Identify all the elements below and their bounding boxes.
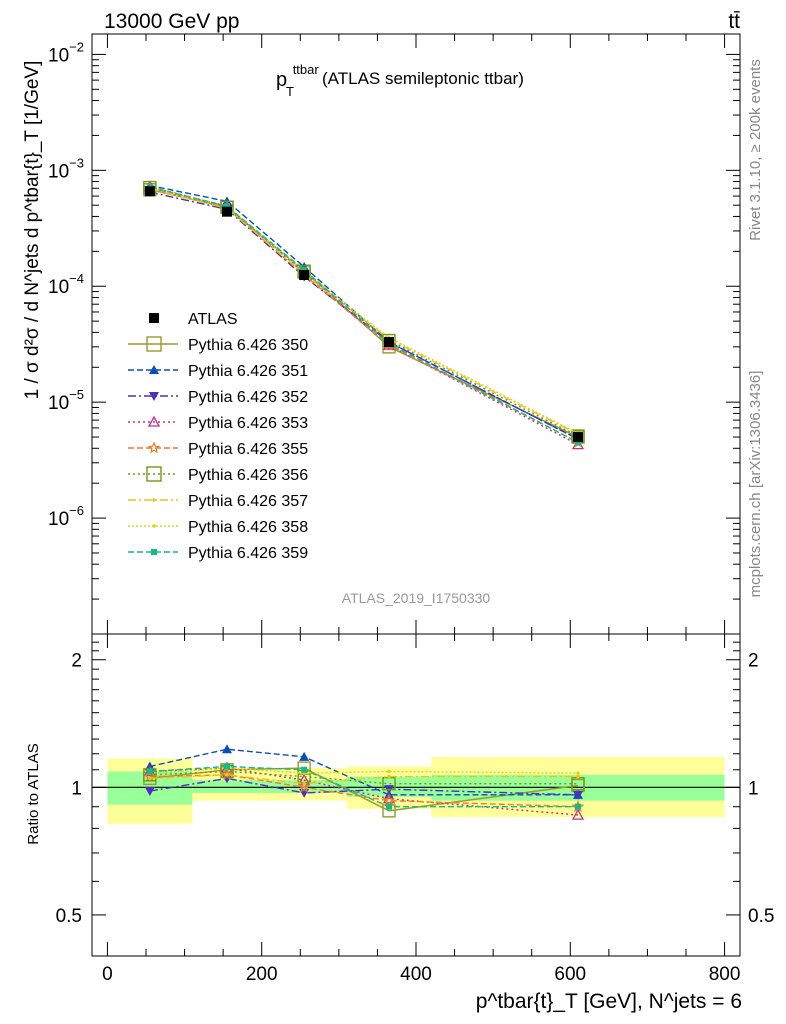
ratio-tick-label-right: 2: [748, 651, 759, 672]
legend-label: Pythia 6.426 357: [188, 493, 308, 510]
legend-label: ATLAS: [188, 311, 238, 328]
plot-title-rest: (ATLAS semileptonic ttbar): [322, 69, 524, 88]
legend-marker: [149, 313, 159, 323]
analysis-tag: ATLAS_2019_I1750330: [342, 590, 491, 606]
ratio-point-2: [573, 790, 583, 800]
ratio-point-8: [301, 766, 308, 773]
data-point: [573, 432, 583, 443]
ratio-line-6: [149, 774, 578, 785]
data-point: [299, 270, 310, 281]
legend-label: Pythia 6.426 358: [188, 519, 308, 536]
ratio-y-axis-label: Ratio to ATLAS: [25, 743, 42, 844]
legend-marker: [151, 549, 157, 555]
ratio-point-7: [576, 771, 580, 775]
legend-marker: [152, 524, 156, 528]
legend-label: Pythia 6.426 353: [188, 415, 308, 432]
y-axis-label: 1 / σ d²σ / d N^jets d p^tbar{t}_T [1/Ge…: [22, 61, 43, 400]
x-tick-label: 0: [102, 964, 113, 985]
ratio-point-6: [225, 773, 229, 777]
ratio-point-8: [146, 768, 153, 775]
ratio-point-8: [575, 803, 581, 810]
band-inner-1: [192, 780, 262, 793]
x-tick-label: 400: [400, 964, 432, 985]
ratio-tick-label-left: 1: [71, 778, 82, 799]
x-axis-label: p^tbar{t}_T [GeV], N^jets = 6: [476, 990, 742, 1013]
ratio-point-8: [224, 763, 230, 770]
y-tick-label: 10−6: [48, 503, 84, 530]
ratio-tick-label-right: 0.5: [748, 906, 774, 927]
data-point: [144, 186, 155, 197]
data-point: [384, 337, 394, 348]
ratio-point-1: [299, 751, 310, 761]
mcplots-label: mcplots.cern.ch [arXiv:1306.3436]: [747, 371, 764, 598]
series-line-8: [149, 186, 579, 443]
ratio-point-1: [222, 744, 232, 754]
legend-marker: [147, 415, 161, 427]
legend: ATLAS Pythia 6.426 350 Pythia 6.426 351 Pyt…: [128, 311, 308, 562]
ratio-point-6: [302, 781, 306, 786]
legend-marker: [152, 498, 156, 502]
series-point-8: [224, 203, 230, 210]
ratio-point-3: [571, 808, 585, 820]
axis-ticks: [92, 34, 740, 957]
legend-marker: [149, 392, 159, 401]
y-tick-label: 10−3: [48, 155, 84, 182]
ratio-point-8: [386, 803, 392, 810]
plot-title-sup: ttbar: [293, 62, 320, 77]
legend-label: Pythia 6.426 355: [188, 441, 308, 458]
y-tick-label: 10−2: [48, 39, 84, 66]
legend-label: Pythia 6.426 351: [188, 363, 308, 380]
legend-marker: [149, 365, 159, 374]
legend-label: Pythia 6.426 356: [188, 467, 308, 484]
ratio-point-6: [148, 776, 152, 781]
plot-title-sub: T: [286, 84, 294, 99]
legend-marker: [147, 441, 161, 454]
series-point-8: [575, 439, 581, 446]
header-left: 13000 GeV pp: [104, 10, 239, 33]
ratio-line-4: [149, 774, 579, 808]
ratio-point-7: [387, 769, 391, 774]
ratio-series-lines: [143, 744, 585, 820]
header-right: tt̄: [728, 10, 740, 33]
ratio-point-6: [576, 774, 580, 779]
axis-tick-labels: 0 200 400 600 800 10−6 10−5 10−4 10−3 10−2 0.5 0.5 1…: [48, 39, 774, 985]
plot-title-main: p: [276, 69, 287, 91]
x-tick-label: 800: [709, 964, 741, 985]
plot-title: p ttbar: [276, 62, 319, 91]
ratio-tick-label-left: 2: [71, 651, 82, 672]
ratio-line-5: [149, 770, 578, 785]
main-series-lines: [143, 180, 585, 450]
legend-marker: [146, 336, 162, 352]
band-inner-2: [261, 780, 347, 793]
main-plot-frame: [91, 33, 741, 635]
y-tick-label: 10−4: [48, 271, 84, 298]
ratio-point-4: [297, 780, 311, 793]
legend-marker: [146, 466, 162, 482]
legend-label: Pythia 6.426 352: [188, 389, 308, 406]
data-point: [222, 206, 232, 217]
ratio-point-2: [144, 787, 155, 797]
rivet-label: Rivet 3.1.10, ≥ 200k events: [747, 59, 764, 241]
x-tick-label: 200: [246, 964, 278, 985]
ratio-tick-label-left: 0.5: [56, 906, 82, 927]
legend-label: Pythia 6.426 359: [188, 545, 308, 562]
legend-label: Pythia 6.426 350: [188, 337, 308, 354]
y-tick-label: 10−5: [48, 387, 84, 414]
ratio-tick-label-right: 1: [748, 778, 759, 799]
x-tick-label: 600: [554, 964, 586, 985]
ratio-point-6: [387, 774, 391, 779]
ratio-line-3: [149, 767, 579, 816]
ratio-point-4: [382, 794, 396, 806]
